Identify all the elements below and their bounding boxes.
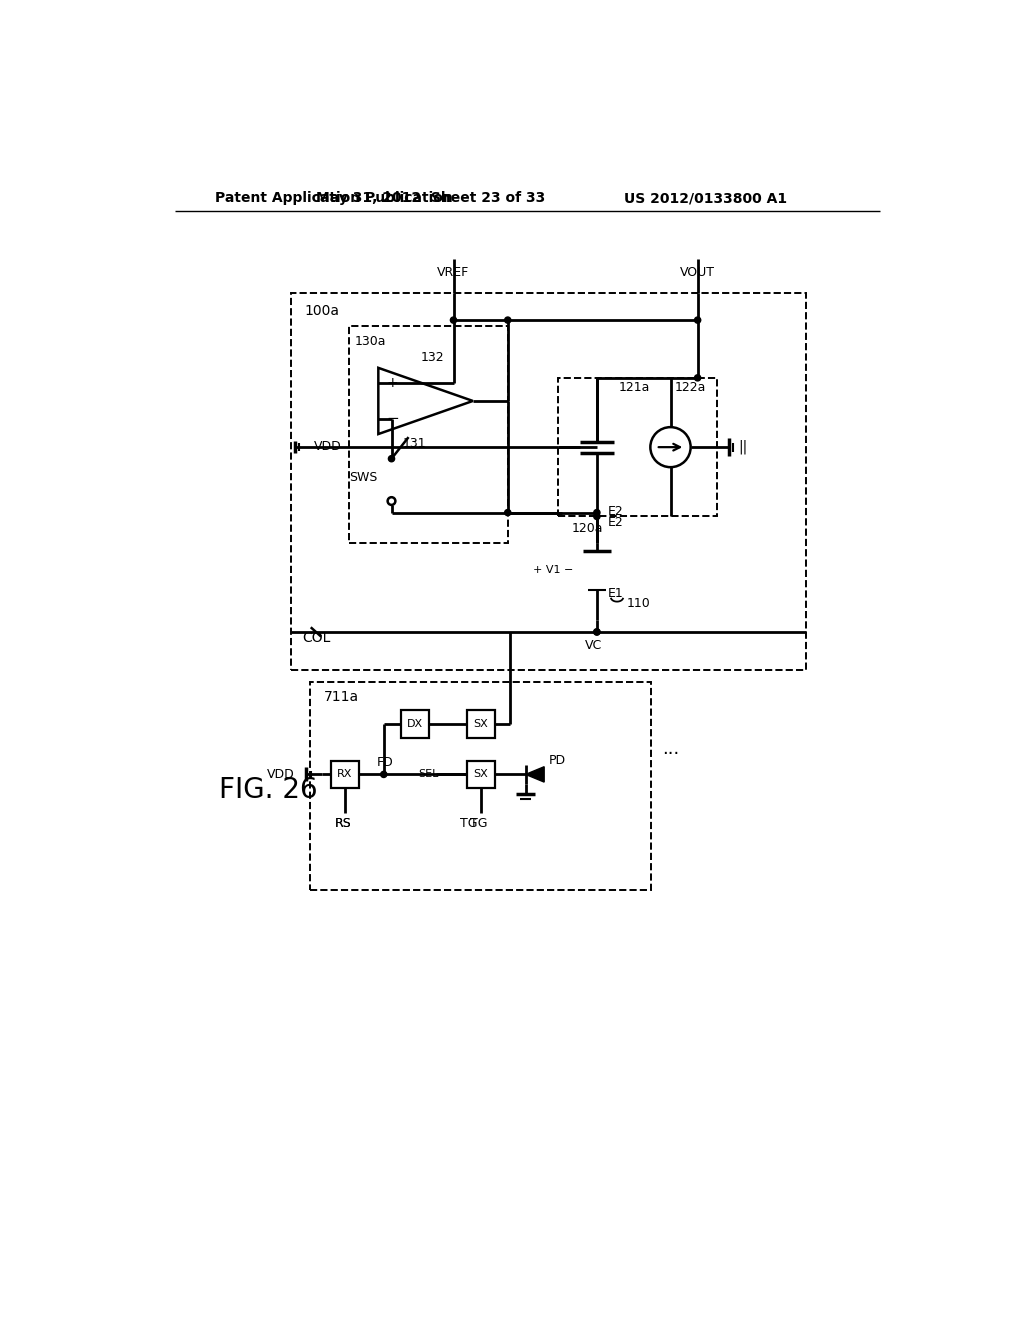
Text: 121a: 121a	[618, 380, 650, 393]
Text: VOUT: VOUT	[680, 265, 715, 279]
Text: VDD: VDD	[267, 768, 295, 781]
Text: PD: PD	[549, 754, 566, 767]
Bar	[467, 760, 495, 788]
Circle shape	[388, 455, 394, 462]
Text: VDD: VDD	[314, 440, 342, 453]
Text: E2: E2	[607, 516, 624, 529]
Text: +: +	[386, 376, 398, 391]
Text: DX: DX	[407, 719, 423, 730]
Text: TG: TG	[470, 817, 487, 830]
Bar	[291, 293, 806, 671]
Text: 131: 131	[402, 437, 426, 450]
Text: SX: SX	[473, 770, 488, 779]
Text: 130a: 130a	[355, 335, 387, 348]
Circle shape	[381, 771, 387, 777]
Text: RX: RX	[337, 770, 352, 779]
Bar	[400, 710, 429, 738]
Text: + V1 −: + V1 −	[534, 565, 573, 576]
Text: SX: SX	[473, 719, 488, 730]
Text: SWS: SWS	[349, 471, 377, 484]
Text: ...: ...	[662, 741, 679, 758]
Circle shape	[594, 510, 600, 516]
Text: 132: 132	[421, 351, 444, 363]
Text: E2: E2	[607, 504, 624, 517]
Circle shape	[594, 628, 600, 635]
Text: Patent Application Publication: Patent Application Publication	[215, 191, 453, 206]
Circle shape	[694, 375, 700, 381]
Circle shape	[505, 317, 511, 323]
Circle shape	[594, 513, 600, 520]
Text: 122a: 122a	[675, 380, 706, 393]
Circle shape	[505, 510, 511, 516]
Text: RS: RS	[335, 817, 352, 830]
Text: VREF: VREF	[437, 265, 470, 279]
Text: −: −	[386, 411, 398, 426]
Text: 120a: 120a	[572, 523, 603, 536]
Bar	[331, 760, 359, 788]
Circle shape	[594, 628, 600, 635]
Text: 100a: 100a	[305, 304, 340, 318]
Text: TG: TG	[460, 817, 478, 830]
Text: 110: 110	[627, 597, 650, 610]
Text: May 31, 2012  Sheet 23 of 33: May 31, 2012 Sheet 23 of 33	[315, 191, 545, 206]
Bar	[349, 326, 508, 544]
Polygon shape	[525, 767, 544, 781]
Text: E1: E1	[607, 587, 624, 601]
Text: FD: FD	[377, 755, 393, 768]
Circle shape	[694, 317, 700, 323]
Bar	[467, 710, 495, 738]
Text: ||: ||	[738, 440, 748, 454]
Text: US 2012/0133800 A1: US 2012/0133800 A1	[624, 191, 787, 206]
Bar	[558, 378, 717, 516]
Text: FIG. 26: FIG. 26	[219, 776, 318, 804]
Circle shape	[451, 317, 457, 323]
Text: COL: COL	[302, 631, 331, 645]
Text: 711a: 711a	[324, 690, 359, 705]
Text: SEL−: SEL−	[419, 770, 449, 779]
Text: RS: RS	[335, 817, 352, 830]
Bar	[310, 682, 651, 890]
Text: VC: VC	[586, 639, 602, 652]
